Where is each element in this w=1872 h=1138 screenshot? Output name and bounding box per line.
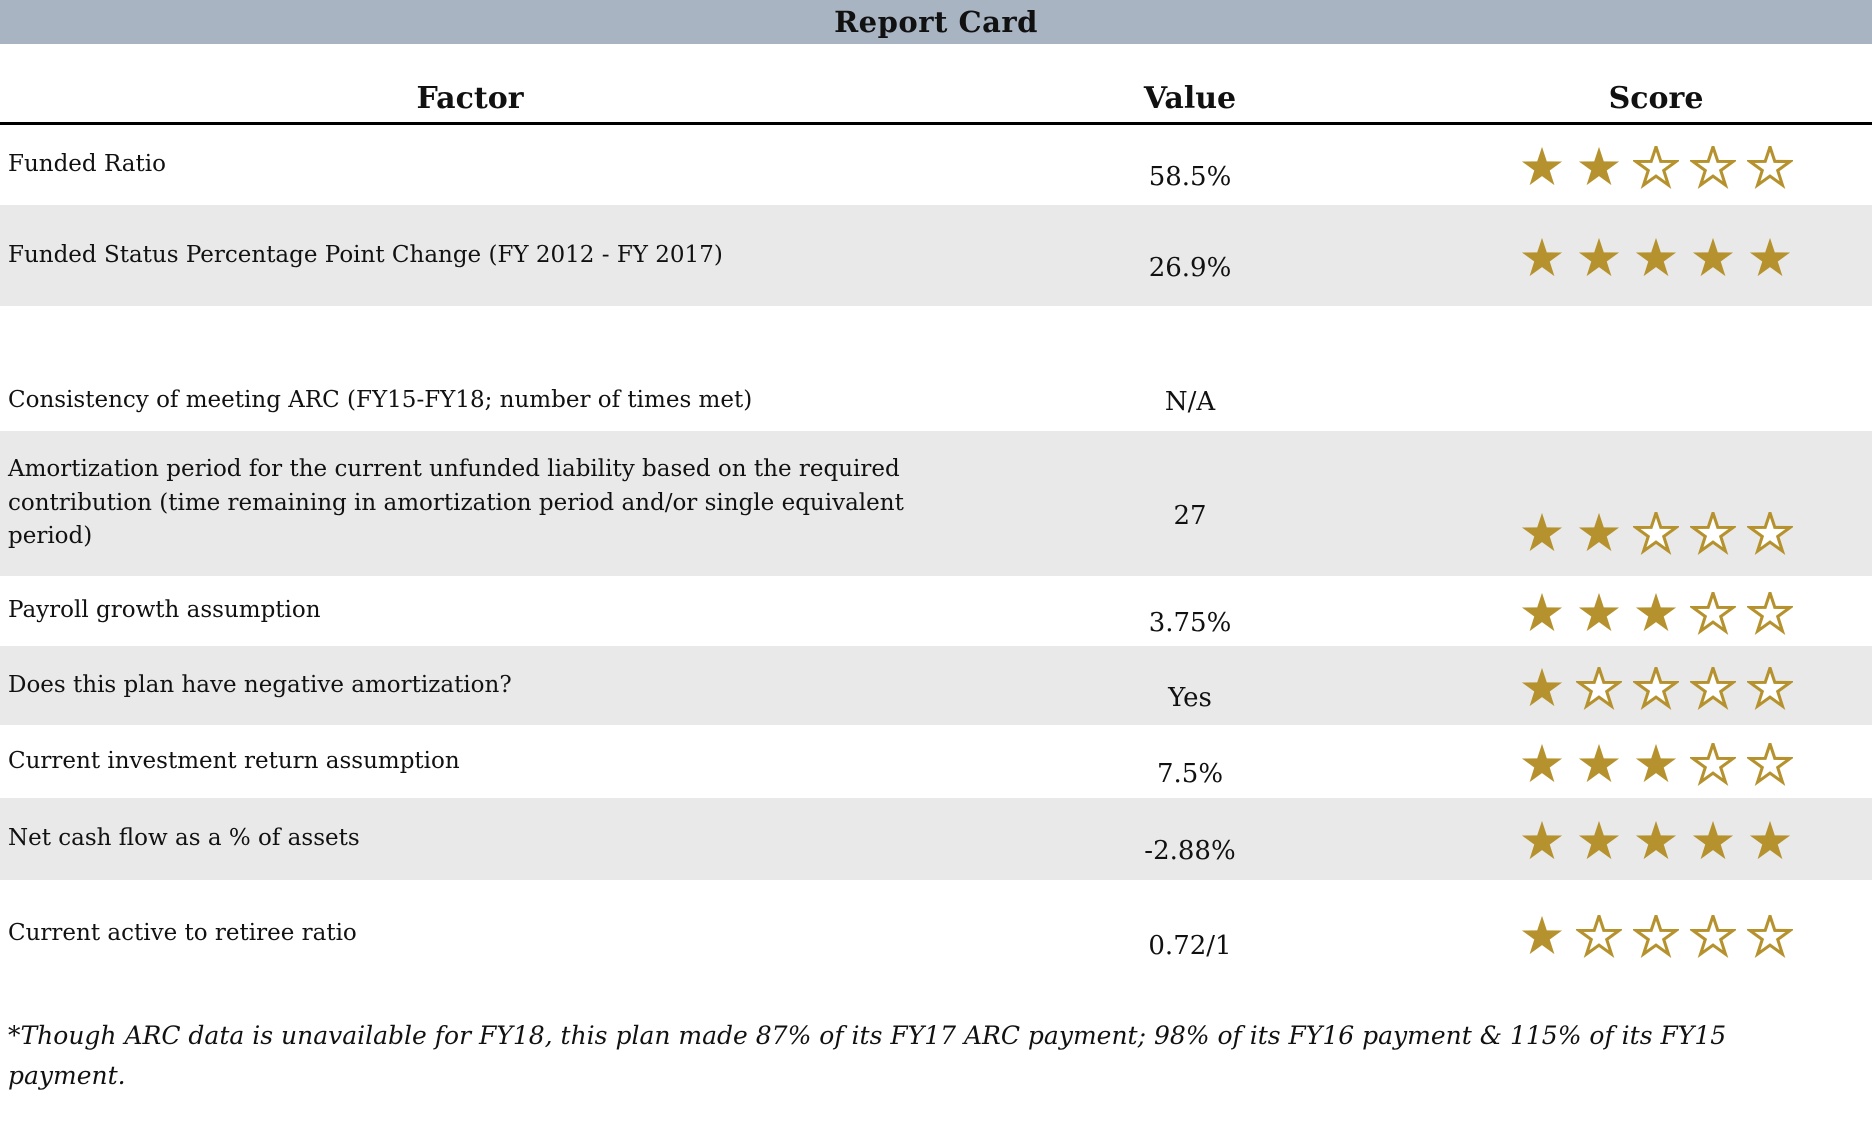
- star-empty-icon: [1633, 915, 1679, 959]
- score-stars: [1440, 579, 1872, 649]
- star-empty-icon: [1633, 511, 1679, 555]
- factor-cell: Funded Status Percentage Point Change (F…: [8, 241, 723, 268]
- table-row: Funded Status Percentage Point Change (F…: [0, 205, 1872, 306]
- star-filled-icon: [1578, 237, 1620, 276]
- star-filled-icon: [1635, 237, 1677, 276]
- table-row: Consistency of meeting ARC (FY15-FY18; n…: [0, 306, 1872, 431]
- table-row: Current investment return assumption 7.5…: [0, 725, 1872, 798]
- factor-cell: Net cash flow as a % of assets: [8, 825, 360, 852]
- score-stars: [1440, 883, 1872, 991]
- star-filled-icon: [1521, 146, 1563, 186]
- factor-cell: Current active to retiree ratio: [8, 920, 357, 947]
- factor-cell: Does this plan have negative amortizatio…: [8, 671, 512, 698]
- score-stars: [1440, 461, 1872, 606]
- star-filled-icon: [1578, 592, 1620, 632]
- page-title: Report Card: [834, 5, 1038, 39]
- value-cell: N/A: [1164, 387, 1216, 417]
- value-cell: 26.9%: [1148, 252, 1232, 283]
- value-cell: 3.75%: [1148, 608, 1232, 638]
- star-filled-icon: [1521, 237, 1563, 276]
- star-empty-icon: [1747, 511, 1793, 555]
- column-header-value: Value: [1143, 81, 1237, 116]
- star-empty-icon: [1747, 592, 1793, 636]
- star-filled-icon: [1635, 592, 1677, 632]
- value-cell: 27: [1173, 500, 1207, 531]
- star-filled-icon: [1692, 820, 1734, 860]
- star-filled-icon: [1578, 743, 1620, 782]
- star-filled-icon: [1521, 667, 1563, 706]
- table-row: Does this plan have negative amortizatio…: [0, 646, 1872, 725]
- star-filled-icon: [1521, 915, 1563, 955]
- star-empty-icon: [1690, 592, 1736, 636]
- star-empty-icon: [1747, 146, 1793, 190]
- star-filled-icon: [1749, 820, 1791, 860]
- star-filled-icon: [1578, 512, 1620, 551]
- column-header-score: Score: [1608, 81, 1704, 116]
- score-stars: [1440, 649, 1872, 728]
- value-cell: 58.5%: [1148, 162, 1232, 192]
- star-empty-icon: [1747, 742, 1793, 786]
- score-stars: [1440, 309, 1872, 434]
- footnote: *Though ARC data is unavailable for FY18…: [8, 1021, 1727, 1090]
- table-row: Net cash flow as a % of assets -2.88%: [0, 798, 1872, 880]
- table-header-row: Factor Value Score: [0, 44, 1872, 125]
- star-empty-icon: [1576, 666, 1622, 710]
- star-filled-icon: [1521, 820, 1563, 860]
- star-filled-icon: [1578, 820, 1620, 860]
- value-cell: 0.72/1: [1148, 931, 1232, 961]
- column-header-factor: Factor: [416, 81, 524, 116]
- value-cell: Yes: [1168, 682, 1212, 713]
- value-cell: 7.5%: [1156, 758, 1224, 789]
- star-empty-icon: [1633, 666, 1679, 710]
- factor-cell: Funded Ratio: [8, 151, 166, 178]
- factor-cell: Consistency of meeting ARC (FY15-FY18; n…: [8, 386, 753, 413]
- star-empty-icon: [1747, 666, 1793, 710]
- star-filled-icon: [1521, 592, 1563, 632]
- star-filled-icon: [1635, 820, 1677, 860]
- table-row: Current active to retiree ratio 0.72/1: [0, 880, 1872, 988]
- score-stars: [1440, 728, 1872, 801]
- star-empty-icon: [1576, 915, 1622, 959]
- star-empty-icon: [1690, 666, 1736, 710]
- factor-cell: Payroll growth assumption: [8, 597, 321, 624]
- star-empty-icon: [1690, 511, 1736, 555]
- score-stars: [1440, 208, 1872, 309]
- score-stars: [1440, 128, 1872, 208]
- factor-cell: Amortization period for the current unfu…: [8, 456, 904, 550]
- table-row: Funded Ratio 58.5%: [0, 125, 1872, 205]
- report-card-page: Report Card Factor Value Score Funded Ra…: [0, 0, 1872, 1090]
- report-table-body: Funded Ratio 58.5% Funded Status Percent…: [0, 125, 1872, 988]
- star-filled-icon: [1521, 512, 1563, 551]
- table-row: Amortization period for the current unfu…: [0, 431, 1872, 576]
- star-empty-icon: [1690, 146, 1736, 190]
- star-filled-icon: [1521, 743, 1563, 782]
- star-filled-icon: [1749, 237, 1791, 276]
- star-empty-icon: [1747, 915, 1793, 959]
- factor-cell: Current investment return assumption: [8, 747, 460, 774]
- star-empty-icon: [1633, 146, 1679, 190]
- star-filled-icon: [1692, 237, 1734, 276]
- title-bar: Report Card: [0, 0, 1872, 44]
- report-table: Factor Value Score Funded Ratio 58.5% Fu…: [0, 44, 1872, 988]
- value-cell: -2.88%: [1144, 836, 1236, 866]
- star-filled-icon: [1578, 146, 1620, 186]
- star-filled-icon: [1635, 743, 1677, 782]
- star-empty-icon: [1690, 915, 1736, 959]
- table-row: Payroll growth assumption 3.75%: [0, 576, 1872, 646]
- score-stars: [1440, 801, 1872, 883]
- star-empty-icon: [1690, 742, 1736, 786]
